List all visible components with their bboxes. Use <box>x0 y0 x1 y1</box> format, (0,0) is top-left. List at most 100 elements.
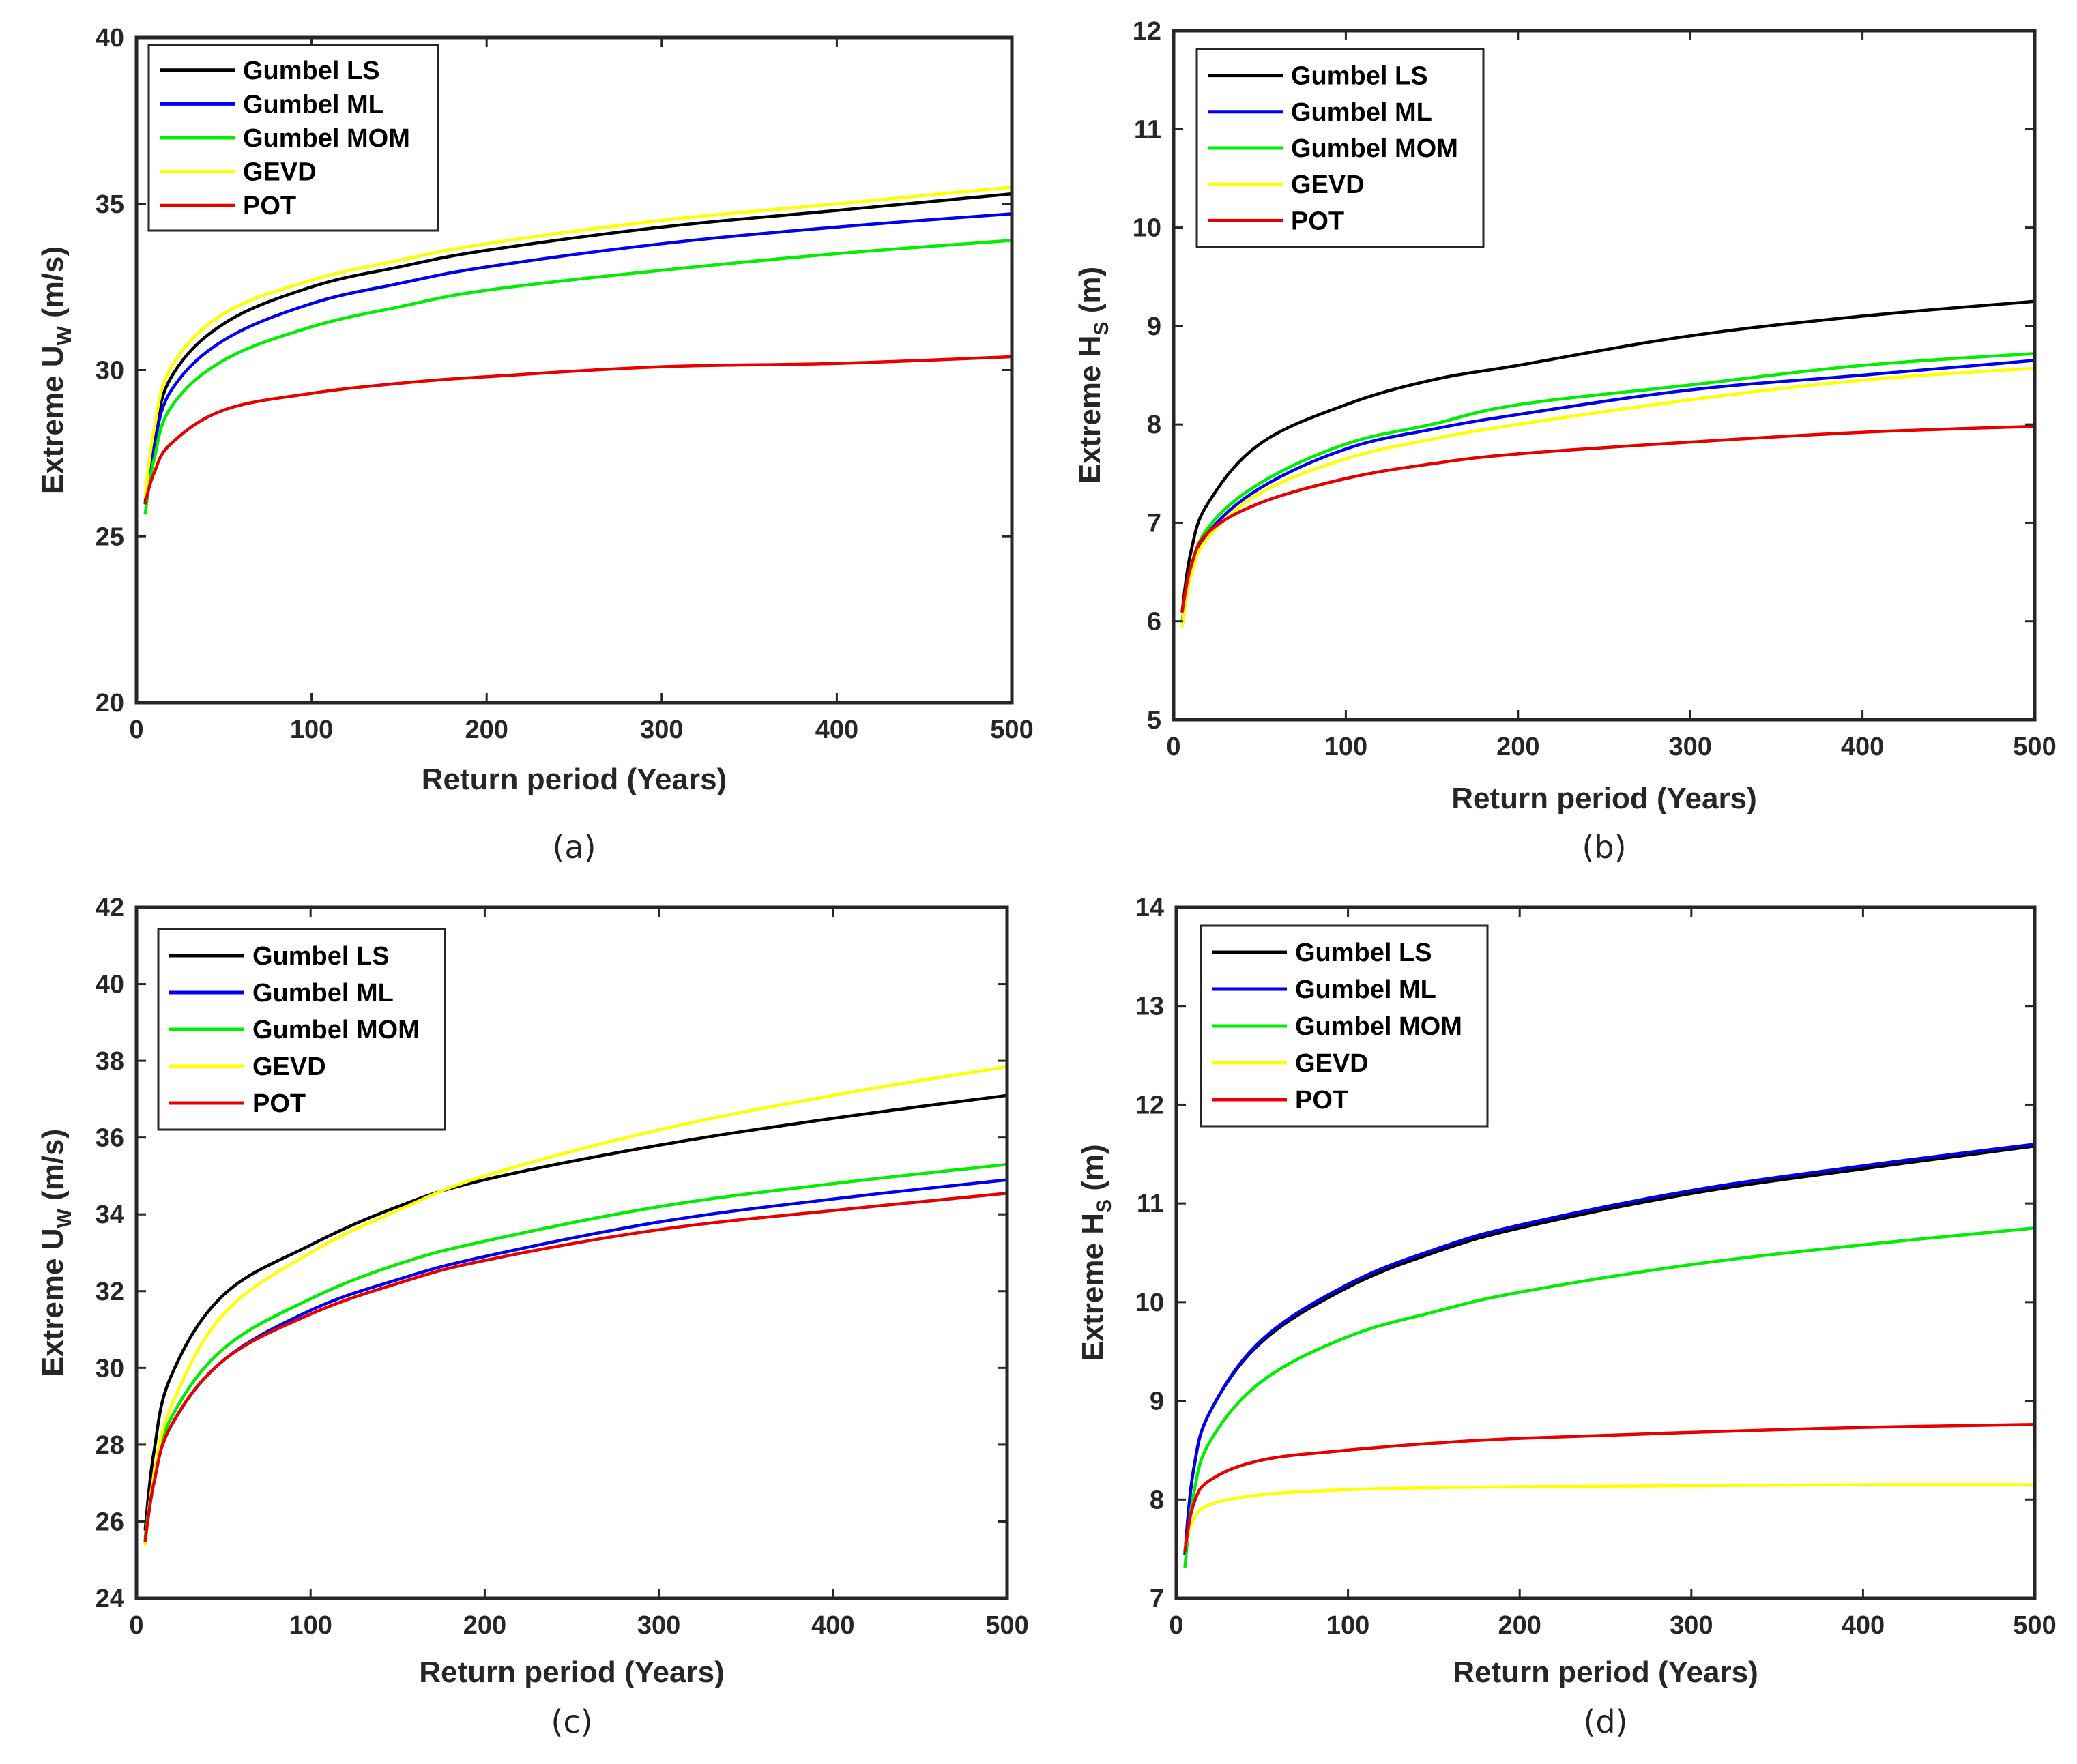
plot-frame-b <box>1172 29 2037 722</box>
panel-d: 0 100 200 300 400 500 7 8 9 10 11 12 13 14 Return peri… <box>1076 894 2057 1740</box>
x-tick-label: 300 <box>637 1611 680 1640</box>
plot-frame-c <box>134 905 1009 1600</box>
y-tick-label: 7 <box>1150 1585 1164 1613</box>
x-tick-label: 300 <box>1668 733 1711 761</box>
y-tick-label: 42 <box>96 894 124 922</box>
legend-d: Gumbel LS Gumbel ML Gumbel MOM GEVD POT <box>1200 924 1489 1128</box>
series-line-gumbel-mom <box>1180 352 2037 623</box>
x-tick-label: 500 <box>985 1611 1028 1640</box>
y-tick-label: 13 <box>1135 993 1164 1021</box>
x-tick-label: 100 <box>1324 733 1367 761</box>
series-group-b <box>1180 299 2037 628</box>
legend-label: Gumbel ML <box>252 979 394 1008</box>
y-tick-label: 9 <box>1150 1387 1164 1416</box>
series-line-pot <box>1180 424 2037 613</box>
y-tick-label: 25 <box>96 523 124 551</box>
legend-label: Gumbel ML <box>1295 975 1436 1004</box>
series-line-gumbel-ml <box>1183 1143 2037 1556</box>
y-tick-label: 24 <box>96 1585 124 1613</box>
y-tick-label: 11 <box>1134 115 1161 144</box>
series-line-gumbel-ml <box>143 212 1014 505</box>
y-tick-label: 14 <box>1135 894 1164 922</box>
y-tick-label: 34 <box>96 1201 124 1229</box>
y-tick-label: 28 <box>96 1431 124 1460</box>
legend-label: GEVD <box>1295 1049 1369 1078</box>
legend-label: Gumbel ML <box>1291 98 1432 127</box>
panel-c: 0 100 200 300 400 500 24 26 28 30 32 34 36 38 40 42 Retu… <box>36 894 1029 1740</box>
x-tick-label: 200 <box>465 716 508 744</box>
y-tick-label: 30 <box>96 357 124 385</box>
x-tick-label: 100 <box>290 716 333 744</box>
y-tick-label: 12 <box>1133 17 1161 46</box>
series-line-pot <box>143 355 1014 505</box>
x-tick-label: 500 <box>2013 1611 2056 1640</box>
panel-caption: (d) <box>1583 1703 1627 1740</box>
panel-caption: (b) <box>1582 829 1626 866</box>
legend-label: Gumbel LS <box>243 57 380 85</box>
legend-label: Gumbel ML <box>243 90 384 119</box>
legend-label: GEVD <box>1291 171 1365 199</box>
y-tick-label: 10 <box>1133 214 1161 243</box>
y-axis-label: Extreme HS (m) <box>1076 1144 1116 1361</box>
x-tick-label: 400 <box>1841 733 1884 761</box>
y-axis-label-unit: (m) <box>1073 267 1107 322</box>
legend-label: Gumbel LS <box>1291 62 1428 91</box>
series-group-c <box>143 1065 1009 1546</box>
y-axis-label-subscript: W <box>53 1209 76 1229</box>
y-tick-label: 5 <box>1147 706 1161 735</box>
y-axis-label-subscript: S <box>1093 1199 1116 1213</box>
legend-label: GEVD <box>243 158 317 187</box>
panel-b: 0 100 200 300 400 500 5 6 7 8 9 10 11 12 Return period… <box>1073 17 2057 866</box>
legend-label: Gumbel MOM <box>1291 134 1458 163</box>
x-tick-label: 200 <box>1498 1611 1541 1640</box>
legend-label: Gumbel MOM <box>243 124 410 153</box>
panel-caption: (c) <box>551 1703 592 1740</box>
y-axis-label-main: Extreme H <box>1073 336 1107 484</box>
series-line-gevd <box>143 186 1014 499</box>
y-tick-label: 7 <box>1147 509 1161 538</box>
series-line-pot <box>143 1192 1009 1542</box>
panel-a: 0 100 200 300 400 500 20 25 30 35 40 Return period … <box>36 24 1034 866</box>
x-tick-label: 300 <box>640 716 683 744</box>
y-tick-label: 12 <box>1135 1091 1164 1119</box>
x-tick-label: 200 <box>1496 733 1539 761</box>
legend-label: Gumbel LS <box>1295 939 1432 967</box>
x-tick-label: 0 <box>1169 1611 1183 1640</box>
y-tick-label: 10 <box>1135 1289 1164 1317</box>
y-tick-label: 38 <box>96 1047 124 1076</box>
series-group-a <box>143 186 1014 515</box>
y-axis-label-unit: (m/s) <box>36 1129 70 1209</box>
series-line-gevd <box>143 1065 1009 1546</box>
y-axis-label-main: Extreme U <box>36 1229 70 1377</box>
series-line-pot <box>1183 1423 2037 1553</box>
y-axis-label: Extreme UW (m/s) <box>36 1129 76 1377</box>
y-tick-label: 8 <box>1150 1486 1164 1514</box>
x-tick-label: 300 <box>1670 1611 1713 1640</box>
legend-label: POT <box>243 192 296 220</box>
series-line-gumbel-ls <box>143 192 1014 505</box>
legend-label: POT <box>1295 1086 1348 1115</box>
x-tick-label: 500 <box>2013 733 2056 761</box>
y-tick-label: 30 <box>96 1354 124 1383</box>
legend-label: Gumbel MOM <box>1295 1012 1462 1041</box>
series-line-gumbel-mom <box>143 1162 1009 1539</box>
x-tick-label: 100 <box>289 1611 332 1640</box>
y-axis-label-unit: (m/s) <box>36 246 70 326</box>
legend-label: POT <box>1291 207 1344 235</box>
x-axis-label: Return period (Years) <box>1451 782 1756 815</box>
x-tick-label: 200 <box>463 1611 506 1640</box>
x-tick-label: 400 <box>815 716 858 744</box>
x-tick-label: 0 <box>129 716 143 744</box>
y-tick-label: 8 <box>1147 411 1161 439</box>
x-tick-label: 100 <box>1326 1611 1369 1640</box>
plot-frame-d <box>1174 905 2037 1600</box>
y-tick-label: 40 <box>96 971 124 999</box>
y-axis-label-unit: (m) <box>1076 1144 1109 1199</box>
legend-label: Gumbel MOM <box>252 1016 420 1044</box>
series-line-gumbel-mom <box>1183 1226 2037 1568</box>
legend-b: Gumbel LS Gumbel ML Gumbel MOM GEVD POT <box>1195 48 1485 248</box>
series-line-gevd <box>1183 1483 2037 1550</box>
y-tick-label: 40 <box>96 24 124 53</box>
x-axis-label: Return period (Years) <box>422 763 727 796</box>
